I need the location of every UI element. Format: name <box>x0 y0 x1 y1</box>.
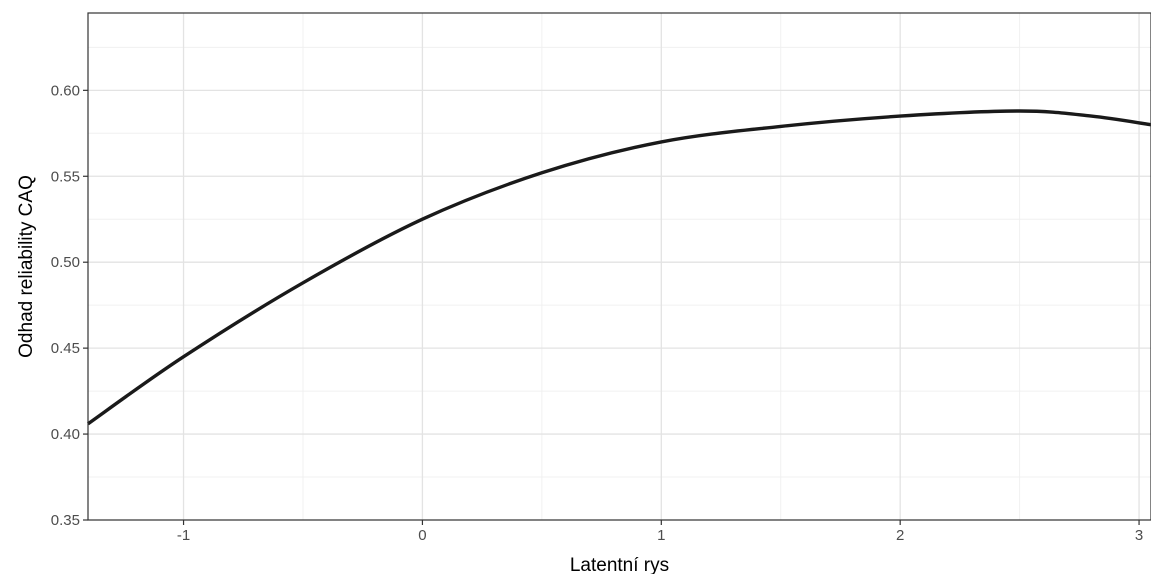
x-tick-label: 1 <box>657 527 665 544</box>
panel-border <box>87 12 1151 521</box>
major-gridlines <box>88 13 1151 521</box>
y-tick-label: 0.60 <box>51 82 80 99</box>
y-tick-label: 0.45 <box>51 340 80 357</box>
x-axis-title: Latentní rys <box>570 555 669 574</box>
x-axis-ticks: -1 0 1 2 3 <box>177 520 1143 544</box>
y-axis-title: Odhad reliability CAQ <box>16 175 37 358</box>
y-tick-label: 0.55 <box>51 168 80 185</box>
y-tick-label: 0.40 <box>51 426 80 443</box>
y-tick-label: 0.35 <box>51 512 80 529</box>
series-layer <box>87 109 1151 426</box>
series-line <box>87 109 1151 426</box>
x-tick-label: 0 <box>418 527 426 544</box>
y-axis-ticks: 0.35 0.40 0.45 0.50 0.55 0.60 <box>51 82 88 529</box>
minor-gridlines <box>88 13 1151 520</box>
y-tick-label: 0.50 <box>51 254 80 271</box>
x-tick-label: 2 <box>896 527 904 544</box>
x-tick-label: 3 <box>1135 527 1143 544</box>
x-tick-label: -1 <box>177 527 190 544</box>
